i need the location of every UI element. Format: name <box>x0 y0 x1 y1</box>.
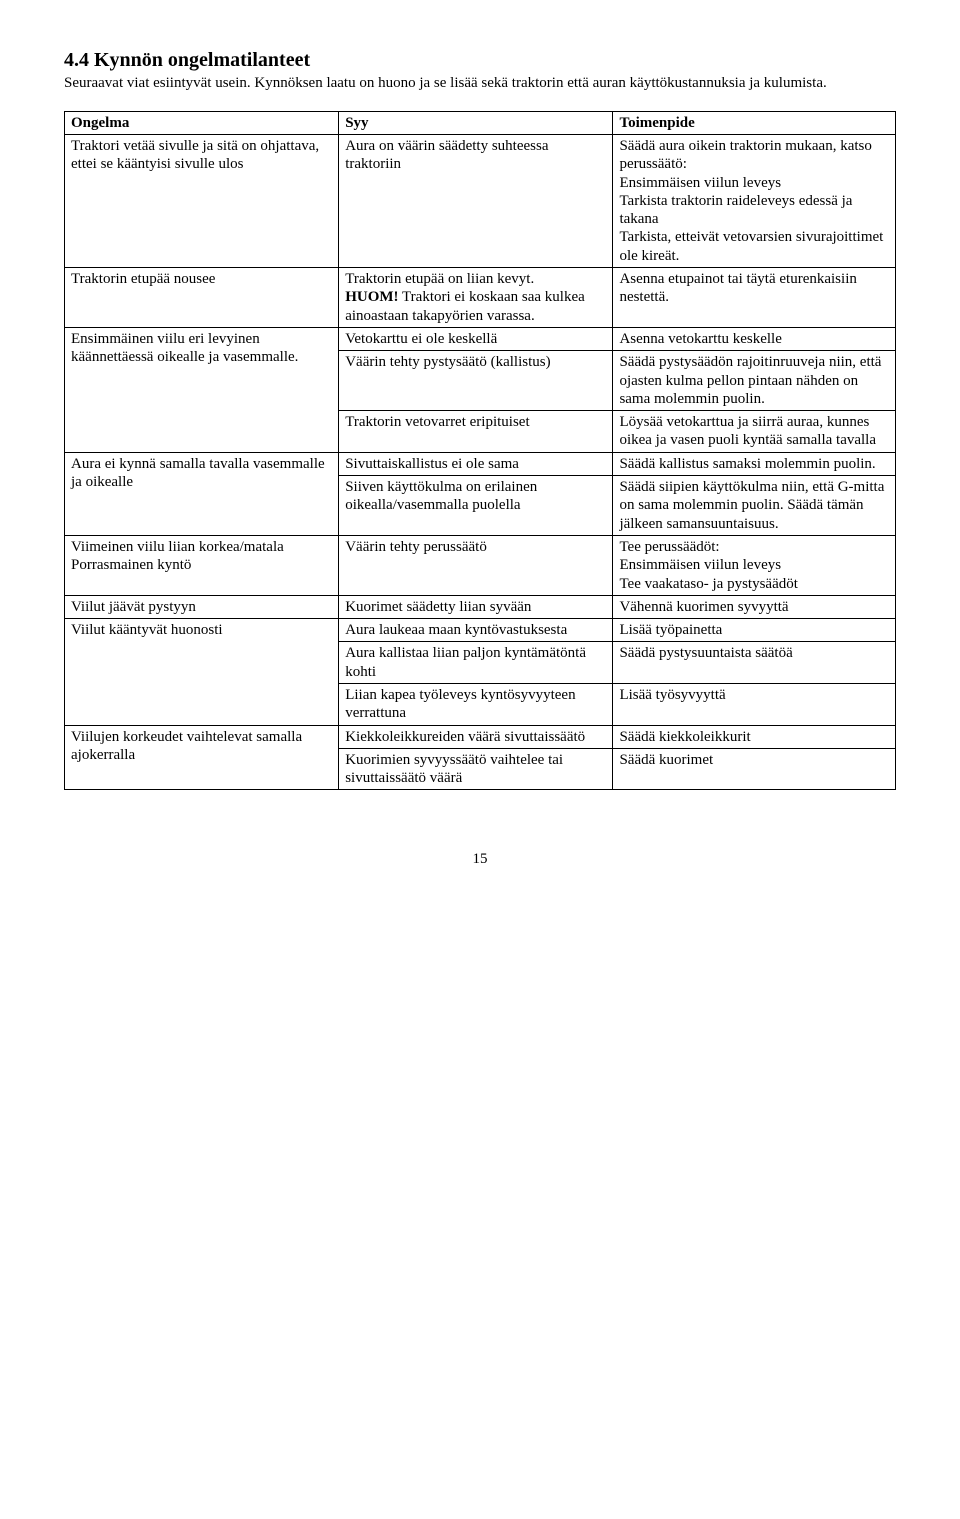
table-cell: Aura ei kynnä samalla tavalla vasemmalle… <box>65 452 339 535</box>
table-cell: Aura kallistaa liian paljon kyntämätöntä… <box>339 642 613 684</box>
col-header-cause: Syy <box>339 111 613 134</box>
table-cell: Traktorin etupää on liian kevyt. HUOM! T… <box>339 268 613 328</box>
table-cell: Lisää työsyvyyttä <box>613 684 896 726</box>
table-cell: Säädä pystysäädön rajoitinruuveja niin, … <box>613 351 896 411</box>
table-cell: Liian kapea työleveys kyntösyvyyteen ver… <box>339 684 613 726</box>
table-cell: Viimeinen viilu liian korkea/matalaPorra… <box>65 535 339 595</box>
table-cell: Ensimmäinen viilu eri levyinen käännettä… <box>65 327 339 452</box>
table-cell: Asenna vetokarttu keskelle <box>613 327 896 350</box>
table-cell: Säädä kuorimet <box>613 748 896 790</box>
table-cell: Viilut kääntyvät huonosti <box>65 619 339 725</box>
table-cell: Vähennä kuorimen syvyyttä <box>613 595 896 618</box>
table-cell: Vetokarttu ei ole keskellä <box>339 327 613 350</box>
table-cell: Siiven käyttökulma on erilainen oikealla… <box>339 476 613 536</box>
table-cell: Traktorin etupää nousee <box>65 268 339 328</box>
table-cell: Säädä pystysuuntaista säätöä <box>613 642 896 684</box>
table-cell: Kuorimet säädetty liian syvään <box>339 595 613 618</box>
table-cell: Väärin tehty perussäätö <box>339 535 613 595</box>
table-cell: Viilut jäävät pystyyn <box>65 595 339 618</box>
table-cell: Kuorimien syvyyssäätö vaihtelee tai sivu… <box>339 748 613 790</box>
table-cell: Traktori vetää sivulle ja sitä on ohjatt… <box>65 134 339 267</box>
table-cell: Kiekkoleikkureiden väärä sivuttaissäätö <box>339 725 613 748</box>
note-label: HUOM! <box>345 289 398 305</box>
table-cell: Aura laukeaa maan kyntövastuksesta <box>339 619 613 642</box>
table-cell: Löysää vetokarttua ja siirrä auraa, kunn… <box>613 411 896 453</box>
section-heading: 4.4 Kynnön ongelmatilanteet <box>64 48 896 72</box>
col-header-problem: Ongelma <box>65 111 339 134</box>
table-cell: Väärin tehty pystysäätö (kallistus) <box>339 351 613 411</box>
col-header-remedy: Toimenpide <box>613 111 896 134</box>
table-cell: Säädä siipien käyttökulma niin, että G-m… <box>613 476 896 536</box>
table-cell: Aura on väärin säädetty suhteessa trakto… <box>339 134 613 267</box>
page-number: 15 <box>64 850 896 868</box>
table-cell: Säädä kallistus samaksi molemmin puolin. <box>613 452 896 475</box>
table-cell: Traktorin vetovarret eripituiset <box>339 411 613 453</box>
table-cell: Säädä aura oikein traktorin mukaan, kats… <box>613 134 896 267</box>
table-cell: Sivuttaiskallistus ei ole sama <box>339 452 613 475</box>
table-cell: Tee perussäädöt:Ensimmäisen viilun levey… <box>613 535 896 595</box>
table-cell: Viilujen korkeudet vaihtelevat samalla a… <box>65 725 339 790</box>
table-cell: Asenna etupainot tai täytä eturenkaisiin… <box>613 268 896 328</box>
troubleshooting-table: Ongelma Syy Toimenpide Traktori vetää si… <box>64 111 896 791</box>
table-cell: Lisää työpainetta <box>613 619 896 642</box>
table-cell: Säädä kiekkoleikkurit <box>613 725 896 748</box>
cause-text: Traktorin etupää on liian kevyt. <box>345 271 534 287</box>
section-intro: Seuraavat viat esiintyvät usein. Kynnöks… <box>64 74 896 92</box>
